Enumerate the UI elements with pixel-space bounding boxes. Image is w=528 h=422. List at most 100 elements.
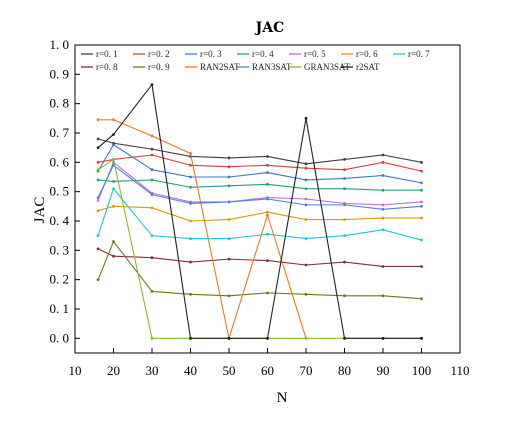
data-point xyxy=(227,218,231,221)
data-point xyxy=(96,199,100,202)
data-point xyxy=(304,197,308,201)
data-point xyxy=(381,294,385,298)
data-point xyxy=(304,162,308,166)
series-line xyxy=(97,144,422,184)
data-point xyxy=(227,200,231,204)
data-point xyxy=(96,118,100,122)
legend-entry: r=0. 7 xyxy=(408,49,430,59)
data-point xyxy=(343,260,346,264)
x-tick-label: 20 xyxy=(107,363,120,378)
data-point xyxy=(189,219,192,223)
x-axis-label: N xyxy=(277,390,288,406)
data-point xyxy=(112,187,115,191)
data-point xyxy=(266,232,269,236)
data-point xyxy=(304,263,308,267)
data-point xyxy=(304,116,308,120)
data-point xyxy=(420,169,423,173)
data-point xyxy=(304,292,308,296)
y-tick-label: 0. 0 xyxy=(50,330,70,345)
data-point xyxy=(227,257,231,261)
data-point xyxy=(304,218,308,221)
data-point xyxy=(343,294,346,298)
data-point xyxy=(343,168,346,172)
data-point xyxy=(96,178,100,182)
data-point xyxy=(266,259,269,262)
x-tick-label: 60 xyxy=(261,363,274,378)
series-line xyxy=(97,205,422,222)
data-point xyxy=(420,336,423,340)
data-point xyxy=(96,196,100,199)
data-point xyxy=(189,202,192,205)
series-line xyxy=(97,138,422,165)
data-point xyxy=(189,292,192,296)
data-point xyxy=(343,336,346,340)
data-point xyxy=(381,228,385,232)
data-point xyxy=(343,218,346,221)
legend: r=0. 1 r=0. 2 r=0. 3 r=0. 4 r=0. 5 r=0. 6 r=0.… xyxy=(81,49,430,72)
x-tick-label: 80 xyxy=(338,363,351,378)
data-point xyxy=(420,188,423,192)
data-point xyxy=(304,203,308,207)
legend-entry: r=0. 1 xyxy=(96,49,118,59)
legend-entry: r=0. 4 xyxy=(252,49,274,59)
data-point xyxy=(227,156,231,160)
data-point xyxy=(96,278,100,282)
data-point xyxy=(381,216,385,220)
data-point xyxy=(304,336,308,340)
data-point xyxy=(112,180,115,183)
y-tick-label: 0. 4 xyxy=(50,213,70,228)
data-point xyxy=(227,237,231,241)
data-point xyxy=(96,137,100,141)
data-point xyxy=(420,297,423,301)
data-point xyxy=(420,181,423,185)
series-line xyxy=(97,158,422,339)
y-tick-label: 0. 9 xyxy=(50,66,70,81)
data-point xyxy=(381,203,385,207)
data-point xyxy=(96,234,100,238)
data-point xyxy=(343,187,346,191)
data-point xyxy=(304,187,308,191)
data-point xyxy=(266,210,269,214)
data-point xyxy=(96,247,100,251)
data-point xyxy=(420,200,423,204)
data-point xyxy=(150,336,154,340)
data-point xyxy=(112,204,115,208)
data-point xyxy=(304,166,308,170)
data-point xyxy=(420,160,423,164)
x-tick-label: 110 xyxy=(450,363,469,378)
data-point xyxy=(112,143,115,147)
data-point xyxy=(189,185,192,189)
legend-entry: r=0. 9 xyxy=(148,62,170,72)
y-tick-label: 0. 3 xyxy=(50,242,70,257)
data-point xyxy=(266,336,269,340)
data-point xyxy=(304,178,308,182)
legend-entry: RAN2SAT xyxy=(200,62,240,72)
chart-title: JAC xyxy=(254,20,285,36)
data-point xyxy=(189,163,192,167)
data-point xyxy=(420,238,423,242)
data-point xyxy=(227,184,231,188)
x-tick-label: 50 xyxy=(223,363,236,378)
data-point xyxy=(150,153,154,157)
data-point xyxy=(266,182,269,186)
series-line xyxy=(97,84,422,339)
series-line xyxy=(98,179,422,191)
data-point xyxy=(381,336,385,340)
data-point xyxy=(420,204,423,208)
data-point xyxy=(381,153,385,157)
legend-entry: r2SAT xyxy=(356,62,380,72)
data-point xyxy=(343,234,346,238)
y-tick-label: 0. 8 xyxy=(50,96,70,111)
y-axis-label: JAC xyxy=(32,197,48,224)
legend-entry: r=0. 2 xyxy=(148,49,170,59)
data-point xyxy=(150,134,154,138)
data-point xyxy=(150,290,154,293)
data-point xyxy=(150,206,154,210)
series-line xyxy=(97,161,422,206)
series-line xyxy=(97,240,422,300)
series-line xyxy=(97,164,422,210)
data-point xyxy=(266,291,269,295)
data-point xyxy=(112,118,115,122)
series-line xyxy=(97,154,422,172)
data-point xyxy=(227,336,231,340)
